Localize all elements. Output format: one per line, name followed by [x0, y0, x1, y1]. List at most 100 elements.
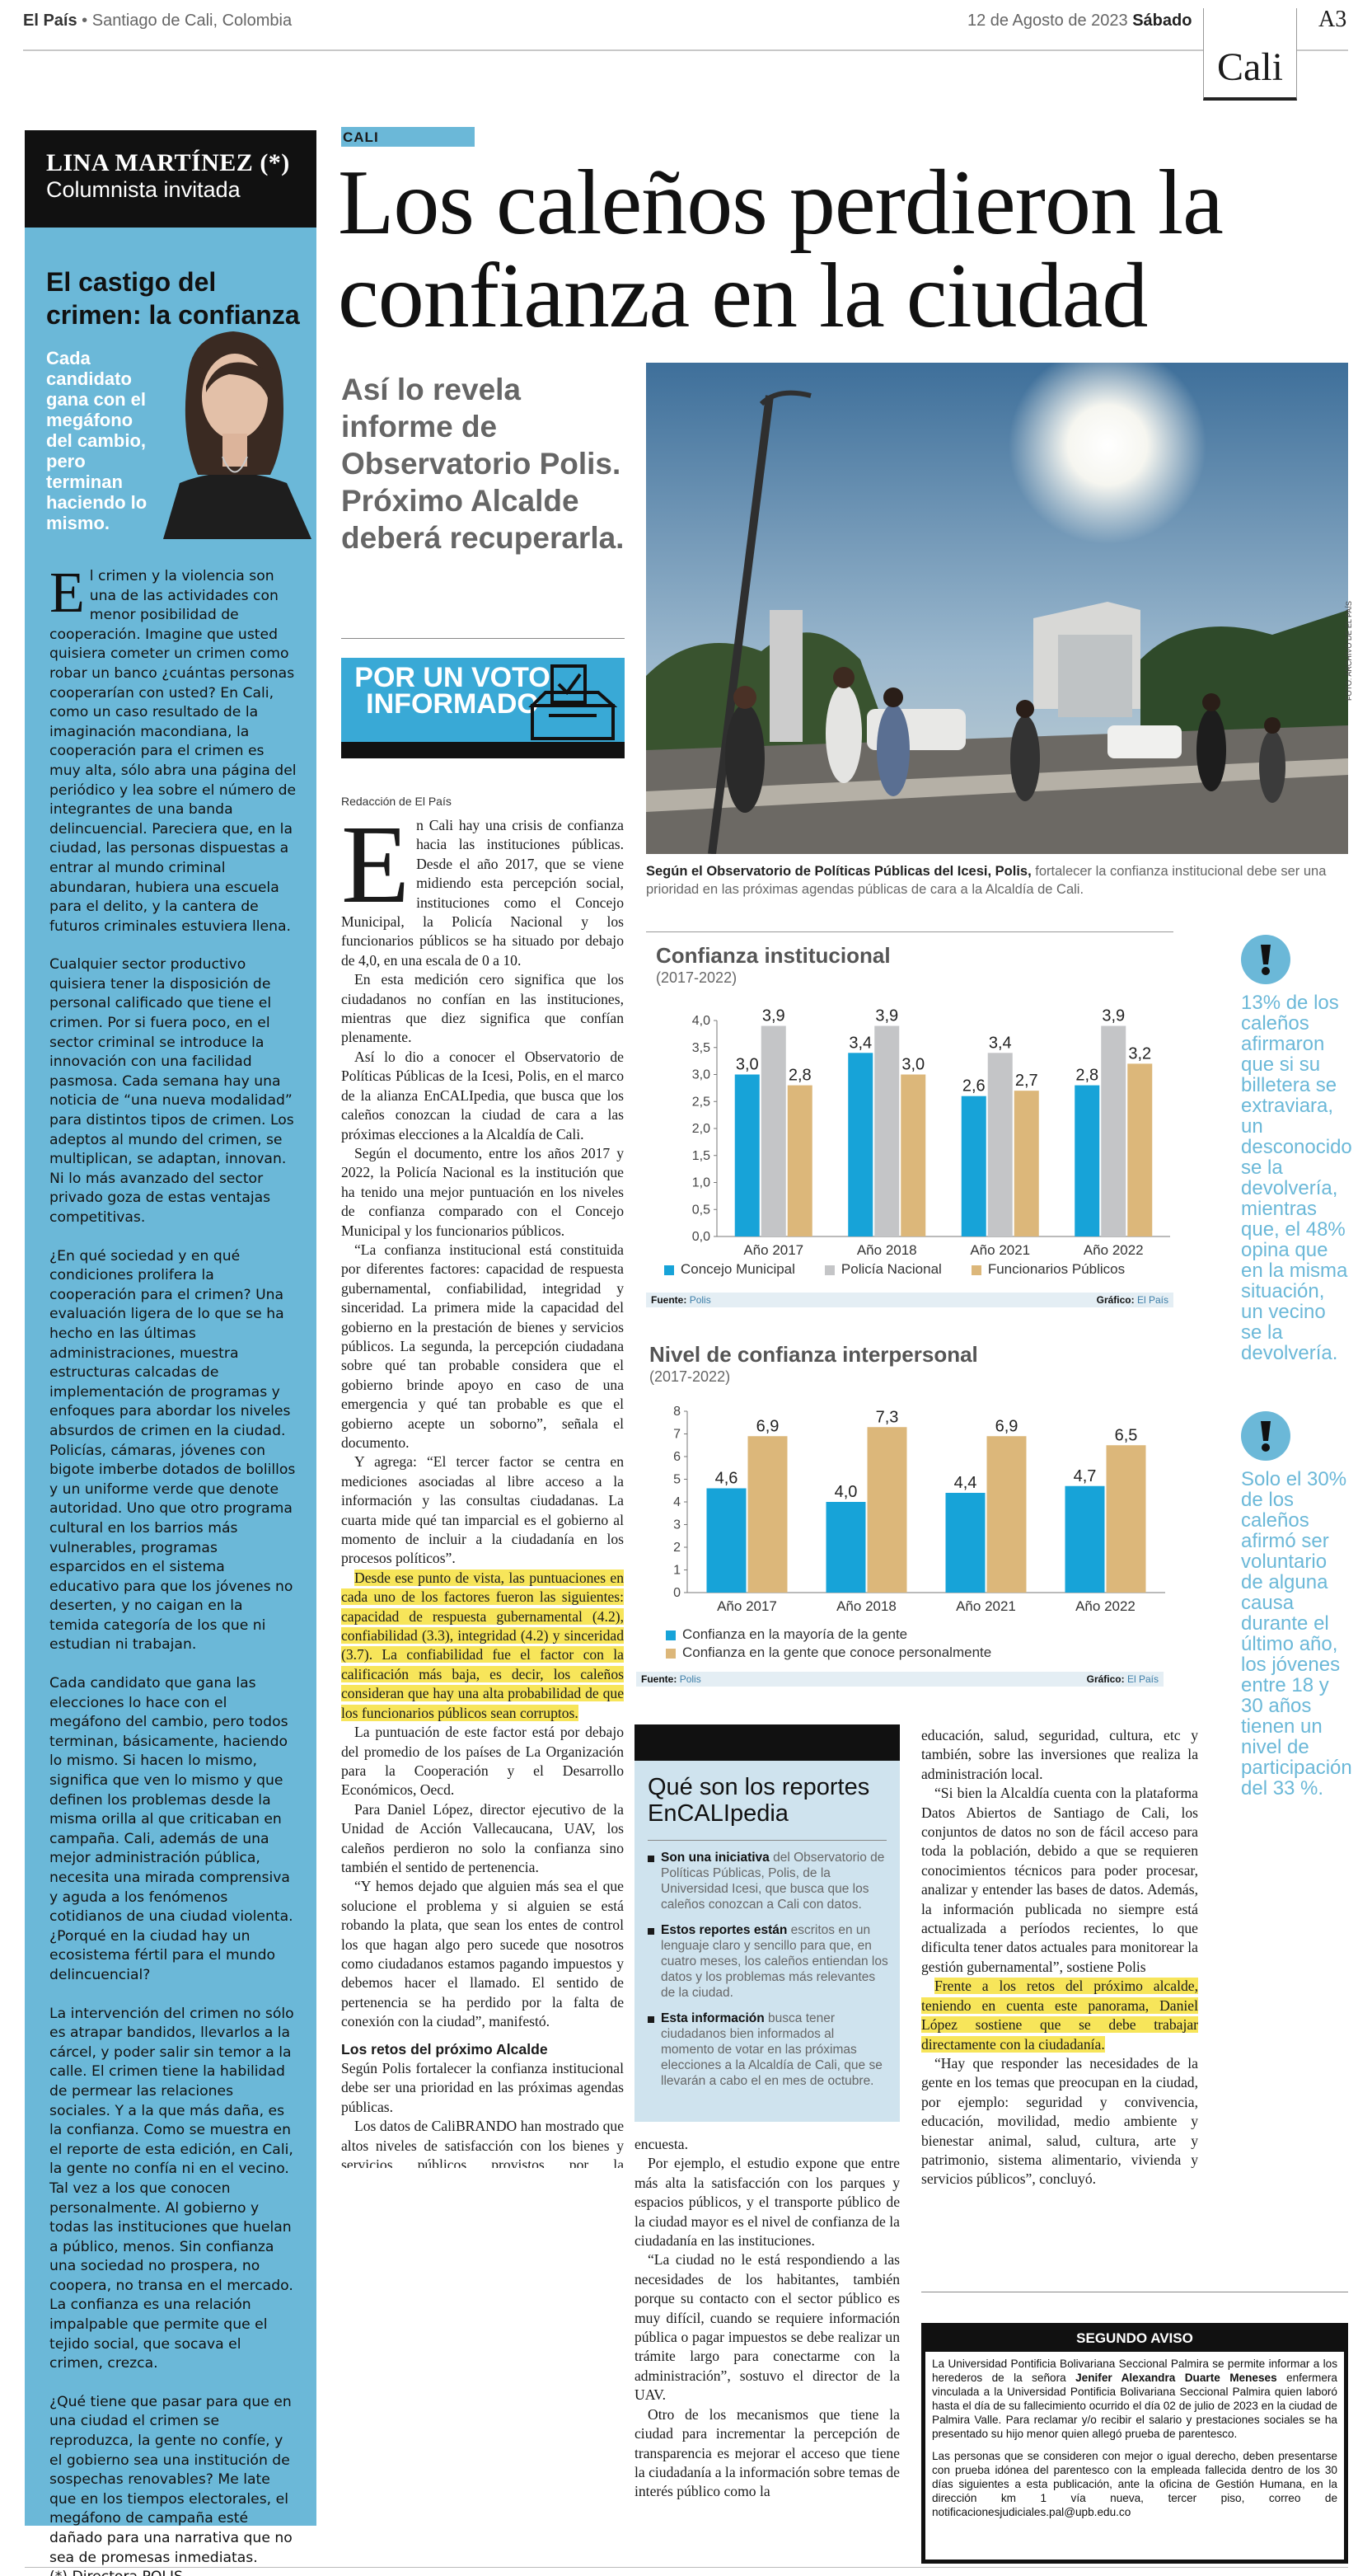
data-label: 6,5	[1115, 1426, 1138, 1444]
exclamation-icon	[1261, 1421, 1271, 1452]
bar	[706, 1488, 747, 1593]
graphic-value: El País	[1136, 1294, 1168, 1306]
chart-2-subtitle: (2017-2022)	[649, 1368, 731, 1385]
data-label: 4,7	[1074, 1467, 1097, 1485]
encalipedia-box: Qué son los reportes EnCALIpedia Son una…	[634, 1724, 900, 2122]
bar	[901, 1074, 926, 1236]
y-tick-label: 3,0	[692, 1068, 710, 1082]
issue-date: 12 de Agosto de 2023	[967, 12, 1128, 30]
article-subtitle: Los retos del próximo Alcalde	[341, 2040, 548, 2058]
chart-1-title: Confianza institucional	[656, 943, 891, 968]
column-header: El castigo del crimen: la confianza Cada…	[25, 228, 316, 539]
bar	[734, 1074, 760, 1236]
notice-body: La Universidad Pontificia Bolivariana Se…	[932, 2358, 1337, 2518]
encalipedia-title: Qué son los reportes EnCALIpedia	[648, 1774, 870, 1827]
data-label: 3,9	[875, 1007, 898, 1025]
x-tick-label: Año 2021	[956, 1598, 1016, 1614]
chart-institutional-trust: 0,0 0,5 1,0 1,5 2,0 2,5 3,0 3,5 4,0 3,0 3,9 2,8 Año …	[692, 1007, 1170, 1258]
y-tick-label: 7	[673, 1428, 681, 1442]
news-photo	[646, 363, 1348, 854]
paper-name: El País	[23, 12, 77, 30]
caption-rest: fortalecer la confianza institucional de…	[646, 864, 1327, 897]
bar	[945, 1493, 986, 1593]
bar	[987, 1053, 1013, 1236]
x-tick-label: Año 2017	[743, 1242, 803, 1258]
y-tick-label: 2	[673, 1541, 681, 1555]
column-title: El castigo del crimen: la confianza	[46, 267, 300, 330]
data-label: 4,4	[954, 1474, 977, 1492]
bar	[761, 1025, 786, 1236]
source-label: Fuente:	[641, 1673, 677, 1685]
footer-rule	[25, 2567, 1348, 2568]
x-tick-label: Año 2018	[836, 1598, 897, 1614]
fact-icon	[1241, 1411, 1290, 1461]
legend-item: Confianza en la gente que conoce persona…	[666, 1644, 1177, 1662]
bar	[787, 1085, 812, 1236]
column-paragraph: Cada candidato que gana las elecciones l…	[49, 1675, 293, 1983]
data-label: 7,3	[876, 1408, 899, 1426]
article-paragraph: Por ejemplo, el estudio expone que entre…	[634, 2155, 900, 2250]
bar	[961, 1096, 986, 1236]
data-label: 6,9	[756, 1417, 780, 1435]
bar	[1106, 1445, 1146, 1593]
fact-text: 13% de los caleños afirmaron que si su b…	[1241, 992, 1352, 1364]
column-paragraph: ¿En qué sociedad y en qué condiciones pr…	[49, 1247, 296, 1654]
data-label: 3,0	[736, 1056, 759, 1074]
chart-interpersonal-trust: 0 1 2 3 4 5 6 7 8 4,6 6,9 Año 2017 4,0 7,3 Año 2018 4,4…	[673, 1405, 1165, 1614]
chart-2-legend: Confianza en la mayoría de la gente Conf…	[666, 1626, 1177, 1662]
headline: Los caleños perdieron la confianza en la…	[338, 152, 1224, 347]
y-tick-label: 0,0	[692, 1230, 710, 1244]
fact-icon	[1241, 935, 1290, 984]
street-scene-photo	[646, 363, 1348, 854]
source-value: Polis	[679, 1673, 701, 1685]
article-paragraph: “Y hemos dejado que alguien más sea el q…	[341, 1878, 624, 2030]
article-paragraph: n Cali hay una crisis de confianza hacia…	[341, 817, 624, 969]
column-author-box: LINA MARTÍNEZ (*) Columnista invitada	[25, 130, 316, 228]
list-item: Son una iniciativa del Observatorio de P…	[648, 1850, 888, 1912]
column-role: Columnista invitada	[46, 177, 241, 202]
data-label: 2,8	[789, 1067, 812, 1085]
article-paragraph: “Hay que responder las necesidades de la…	[921, 2054, 1198, 2188]
y-tick-label: 3,5	[692, 1041, 710, 1055]
caption-bold: Según el Observatorio de Políticas Públi…	[646, 864, 1032, 879]
article-paragraph: Los datos de CaliBRANDO han mostrado que…	[341, 2118, 624, 2168]
y-tick-label: 3	[673, 1518, 681, 1532]
article-paragraph: “Si bien la Alcaldía cuenta con la plata…	[921, 1785, 1198, 1975]
data-label: 3,9	[762, 1007, 785, 1025]
chart-2-sourcebar: Fuente: Polis Gráfico: El País	[636, 1672, 1164, 1687]
bar	[1127, 1063, 1153, 1236]
column-paragraph: Cualquier sector productivo quisiera ten…	[49, 956, 294, 1226]
chart-1-sourcebar: Fuente: Polis Gráfico: El País	[646, 1293, 1173, 1307]
highlighted-paragraph: Frente a los retos del próximo alcalde, …	[921, 1978, 1198, 2053]
graphic-label: Gráfico:	[1086, 1673, 1125, 1685]
x-tick-label: Año 2022	[1075, 1598, 1136, 1614]
vote-badge-text: POR UN VOTO INFORMADO	[354, 662, 550, 720]
data-label: 3,4	[989, 1034, 1012, 1052]
column-deck: Cada candidato gana con el megáfono del …	[46, 348, 148, 533]
byline: Redacción de El País	[341, 795, 452, 808]
vote-badge: POR UN VOTO INFORMADO	[341, 658, 625, 758]
highlighted-paragraph: Desde ese punto de vista, las puntuacion…	[341, 1569, 624, 1721]
y-tick-label: 4,0	[692, 1014, 710, 1028]
photo-credit: FOTO: ARCHIVO DE EL PAÍS	[1345, 601, 1353, 701]
photo-caption: Según el Observatorio de Políticas Públi…	[646, 862, 1348, 899]
ballot-box-icon	[528, 664, 618, 740]
data-label: 4,0	[835, 1483, 858, 1501]
subhead-rule	[341, 638, 625, 639]
article-paragraph: educación, salud, seguridad, cultura, et…	[921, 1727, 1198, 1782]
y-tick-label: 8	[673, 1405, 681, 1419]
column-paragraph: ¿Qué tiene que pasar para que en una ciu…	[49, 2393, 293, 2566]
article-paragraph: encuesta.	[634, 2136, 688, 2152]
source-value: Polis	[689, 1294, 711, 1306]
y-tick-label: 4	[673, 1495, 681, 1509]
graphic-label: Gráfico:	[1096, 1294, 1135, 1306]
data-label: 4,6	[715, 1470, 738, 1488]
article-paragraph: Y agrega: “El tercer factor se centra en…	[341, 1453, 624, 1567]
y-tick-label: 2,0	[692, 1122, 710, 1136]
chart-2-title: Nivel de confianza interpersonal	[649, 1342, 978, 1367]
issue-day: Sábado	[1132, 12, 1192, 30]
masthead-left: El País • Santiago de Cali, Colombia	[23, 12, 292, 30]
x-tick-label: Año 2017	[717, 1598, 777, 1614]
